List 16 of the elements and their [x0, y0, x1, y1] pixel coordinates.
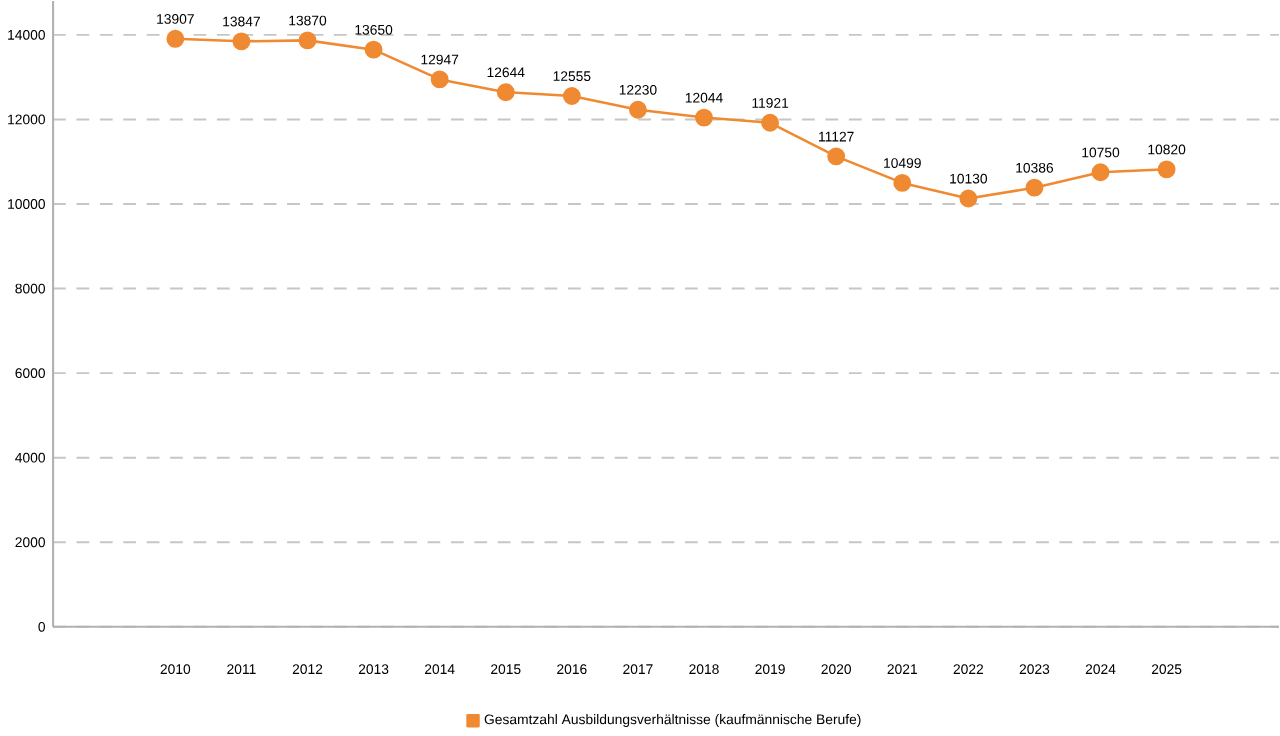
point [695, 108, 713, 127]
point [827, 147, 846, 166]
point [893, 174, 912, 192]
point [364, 40, 383, 59]
point [430, 70, 449, 89]
point [959, 189, 978, 208]
point [232, 32, 251, 51]
point [298, 31, 317, 50]
point [628, 100, 647, 119]
point [562, 87, 581, 105]
point [166, 29, 185, 48]
point [761, 113, 780, 132]
point [496, 83, 515, 102]
point [1091, 163, 1110, 182]
point [1025, 178, 1044, 197]
point [1157, 160, 1176, 179]
